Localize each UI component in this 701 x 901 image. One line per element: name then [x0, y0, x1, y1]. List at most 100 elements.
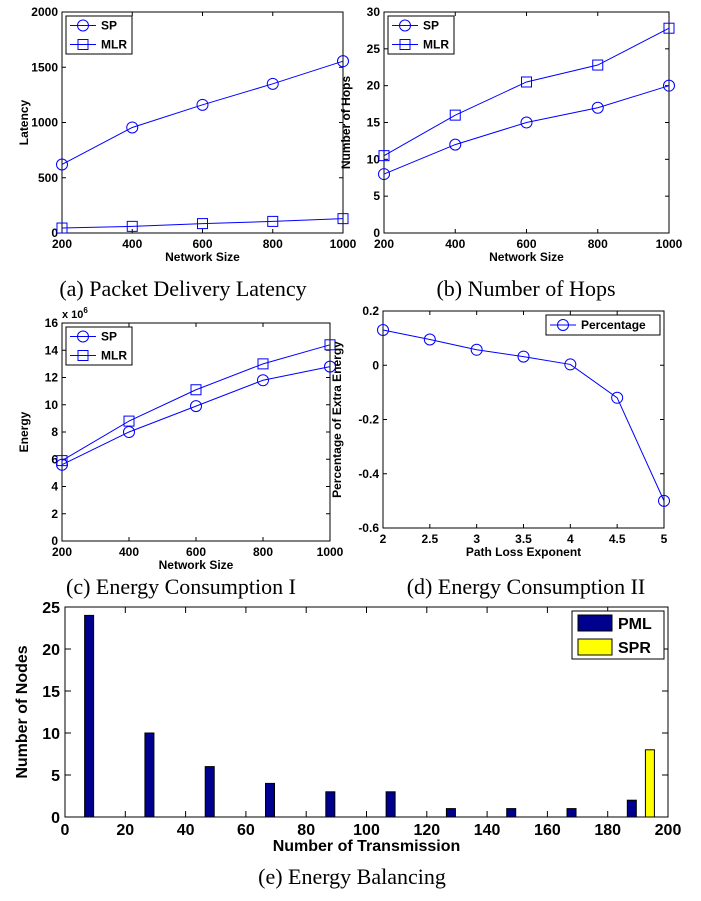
- bar-pml: [506, 808, 517, 818]
- y-tick-label: 0.2: [362, 304, 379, 318]
- point-percentage: [564, 358, 577, 371]
- legend-label: MLR: [101, 349, 127, 363]
- y-tick-label: -0.6: [358, 521, 379, 535]
- point-sp: [378, 168, 390, 181]
- chart-a: 200 400 600 800 1000 0 500 1000 1500 2000 Network …: [17, 5, 357, 301]
- x-tick-label: 1000: [330, 237, 357, 251]
- series-line-sp: [61, 366, 331, 466]
- y-tick-label: 0: [372, 358, 379, 372]
- chart-c: 200 400 600 800 1000 0 2 4 6 8 10 12 14 16 Network Siz…: [17, 306, 344, 599]
- bar-pml: [385, 791, 396, 818]
- point-mlr: [378, 150, 390, 162]
- y-multiplier: x 106: [62, 306, 88, 321]
- point-mlr: [56, 455, 68, 467]
- legend-box: [545, 314, 661, 336]
- y-tick-label: -0.4: [358, 467, 379, 481]
- y-tick-label: 10: [367, 152, 381, 166]
- legend-label: PML: [618, 616, 652, 633]
- point-mlr: [190, 384, 202, 396]
- x-tick-label: 120: [413, 822, 440, 839]
- point-sp: [190, 400, 202, 413]
- y-tick-label: 25: [367, 42, 381, 56]
- legend-label: SP: [101, 330, 117, 344]
- point-mlr: [324, 339, 336, 351]
- legend-label: Percentage: [581, 318, 646, 332]
- y-tick-label: 15: [367, 116, 381, 130]
- point-percentage: [423, 333, 436, 346]
- point-sp: [449, 138, 462, 151]
- series-line-mlr: [61, 344, 331, 462]
- y-axis-label: Number of Nodes: [14, 645, 31, 778]
- point-mlr: [257, 358, 269, 370]
- x-tick-label: 3.5: [515, 532, 532, 546]
- y-axis-label: Number of Hops: [339, 76, 353, 170]
- x-tick-label: 20: [116, 822, 134, 839]
- x-tick-label: 2: [380, 532, 387, 546]
- x-tick-label: 180: [594, 822, 621, 839]
- y-tick-label: 8: [51, 425, 58, 439]
- point-percentage: [377, 323, 389, 336]
- legend: Percentage: [545, 314, 661, 336]
- y-tick-label: 12: [45, 371, 59, 385]
- chart-caption: (e) Energy Balancing: [258, 864, 446, 889]
- x-tick-label: 2.5: [421, 532, 438, 546]
- series-line-mlr: [383, 27, 670, 157]
- x-axis-label: Network Size: [489, 250, 564, 264]
- legend-label: SPR: [618, 640, 651, 657]
- x-axis-label: Network Size: [159, 558, 234, 572]
- x-axis-label: Path Loss Exponent: [466, 545, 581, 559]
- chart-b: 200 400 600 800 1000 0 5 10 15 20 25 30 Network Size…: [339, 5, 683, 301]
- bar-pml: [265, 782, 276, 818]
- y-axis-label: Energy: [17, 411, 31, 452]
- y-tick-label: 20: [42, 642, 60, 659]
- bar-pml: [144, 732, 155, 818]
- y-tick-label: 5: [51, 768, 60, 785]
- y-tick-label: 6: [51, 452, 58, 466]
- point-sp: [196, 98, 209, 111]
- legend-swatch-pml: [577, 614, 613, 632]
- y-tick-label: 20: [367, 79, 381, 93]
- y-tick-label: 0: [51, 810, 60, 827]
- point-mlr: [123, 415, 135, 427]
- legend-marker-circle: [77, 19, 89, 32]
- y-multiplier-base: x 10: [62, 309, 83, 321]
- x-tick-label: 0: [61, 822, 70, 839]
- x-tick-label: 800: [253, 545, 273, 559]
- chart-caption: (a) Packet Delivery Latency: [59, 276, 306, 301]
- series-line-percentage: [382, 329, 665, 502]
- y-tick-label: 2000: [31, 5, 58, 19]
- x-tick-label: 200: [52, 545, 72, 559]
- legend-marker-circle: [77, 330, 89, 343]
- legend-box: [65, 326, 133, 366]
- point-sp: [663, 79, 675, 92]
- x-tick-label: 160: [534, 822, 561, 839]
- bar-pml: [445, 808, 456, 818]
- point-sp: [266, 77, 279, 90]
- x-tick-label: 200: [52, 237, 72, 251]
- chart-caption: (d) Energy Consumption II: [407, 574, 646, 599]
- point-mlr: [592, 59, 604, 71]
- x-tick-label: 800: [263, 237, 283, 251]
- y-tick-label: 5: [373, 189, 380, 203]
- point-sp: [126, 121, 139, 134]
- x-tick-label: 400: [122, 237, 142, 251]
- chart-d: 2 2.5 3 3.5 4 4.5 5 -0.6 -0.4 -0.2 0 0.2 Path Loss E…: [330, 304, 670, 599]
- bar-pml: [204, 766, 215, 818]
- point-mlr: [56, 222, 68, 234]
- x-tick-label: 4: [567, 532, 574, 546]
- x-tick-label: 60: [237, 822, 255, 839]
- bar-pml: [566, 808, 577, 818]
- axes-box: [382, 310, 665, 529]
- y-tick-label: 0: [51, 534, 58, 548]
- y-tick-label: 16: [45, 316, 59, 330]
- y-tick-label: 0: [373, 226, 380, 240]
- point-sp: [257, 374, 269, 387]
- x-tick-label: 3: [473, 532, 480, 546]
- x-tick-label: 1000: [317, 545, 344, 559]
- point-mlr: [663, 22, 675, 34]
- legend-marker-square: [77, 39, 89, 50]
- legend-marker-circle: [557, 319, 569, 331]
- y-tick-label: 4: [51, 480, 58, 494]
- chart-caption: (b) Number of Hops: [436, 276, 615, 301]
